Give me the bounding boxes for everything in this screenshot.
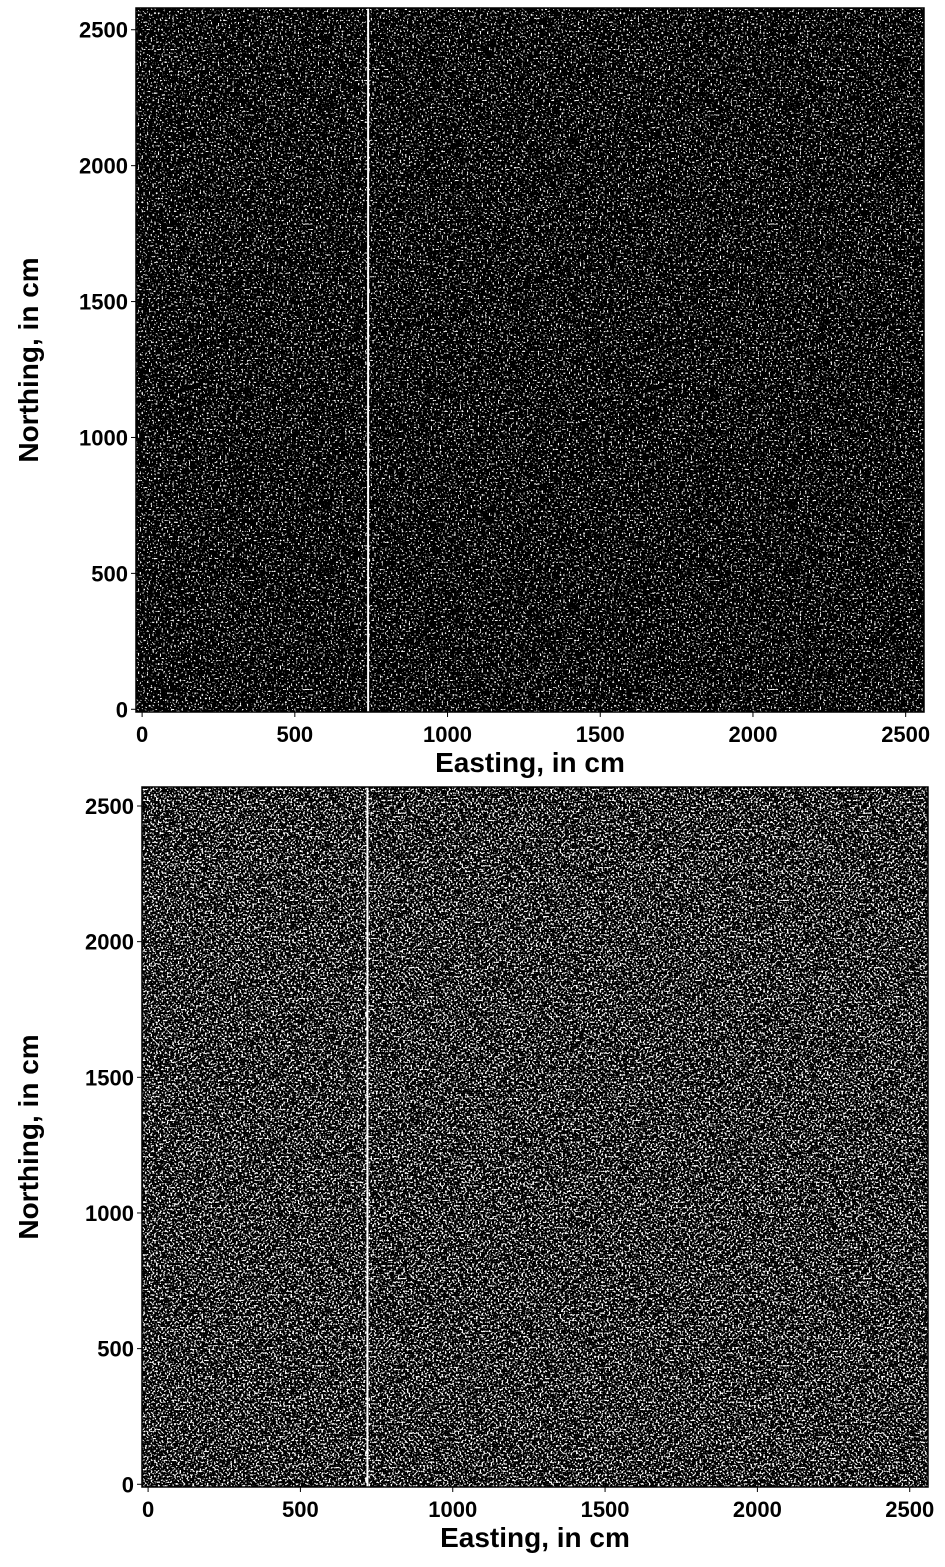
x-tick-label: 1500: [576, 722, 625, 747]
x-axis-label: Easting, in cm: [435, 747, 625, 778]
y-tick-label: 2000: [79, 154, 128, 179]
y-tick-label: 2000: [85, 930, 134, 955]
x-tick-label: 500: [276, 722, 313, 747]
y-tick-label: 0: [122, 1472, 134, 1497]
x-tick-label: 2500: [881, 722, 930, 747]
x-tick-label: 1500: [581, 1497, 630, 1522]
y-tick-label: 1000: [79, 425, 128, 450]
y-tick-label: 0: [116, 697, 128, 722]
x-tick-label: 1000: [428, 1497, 477, 1522]
x-tick-label: 2000: [733, 1497, 782, 1522]
y-tick-label: 1500: [85, 1065, 134, 1090]
x-tick-label: 0: [136, 722, 148, 747]
y-tick-label: 2500: [85, 794, 134, 819]
raster-texture: [142, 787, 928, 1487]
y-axis-label: Northing, in cm: [13, 257, 44, 462]
x-tick-label: 2000: [728, 722, 777, 747]
raster-texture: [136, 8, 924, 712]
x-tick-label: 2500: [885, 1497, 934, 1522]
y-tick-label: 2500: [79, 18, 128, 43]
y-tick-label: 500: [91, 561, 128, 586]
y-axis-label: Northing, in cm: [13, 1034, 44, 1239]
y-tick-label: 1500: [79, 290, 128, 315]
y-tick-label: 500: [97, 1337, 134, 1362]
x-tick-label: 500: [282, 1497, 319, 1522]
y-tick-label: 1000: [85, 1201, 134, 1226]
x-tick-label: 1000: [423, 722, 472, 747]
plot-frame: [141, 786, 929, 1488]
plot-frame: [135, 7, 925, 713]
x-tick-label: 0: [142, 1497, 154, 1522]
x-axis-label: Easting, in cm: [440, 1522, 630, 1553]
